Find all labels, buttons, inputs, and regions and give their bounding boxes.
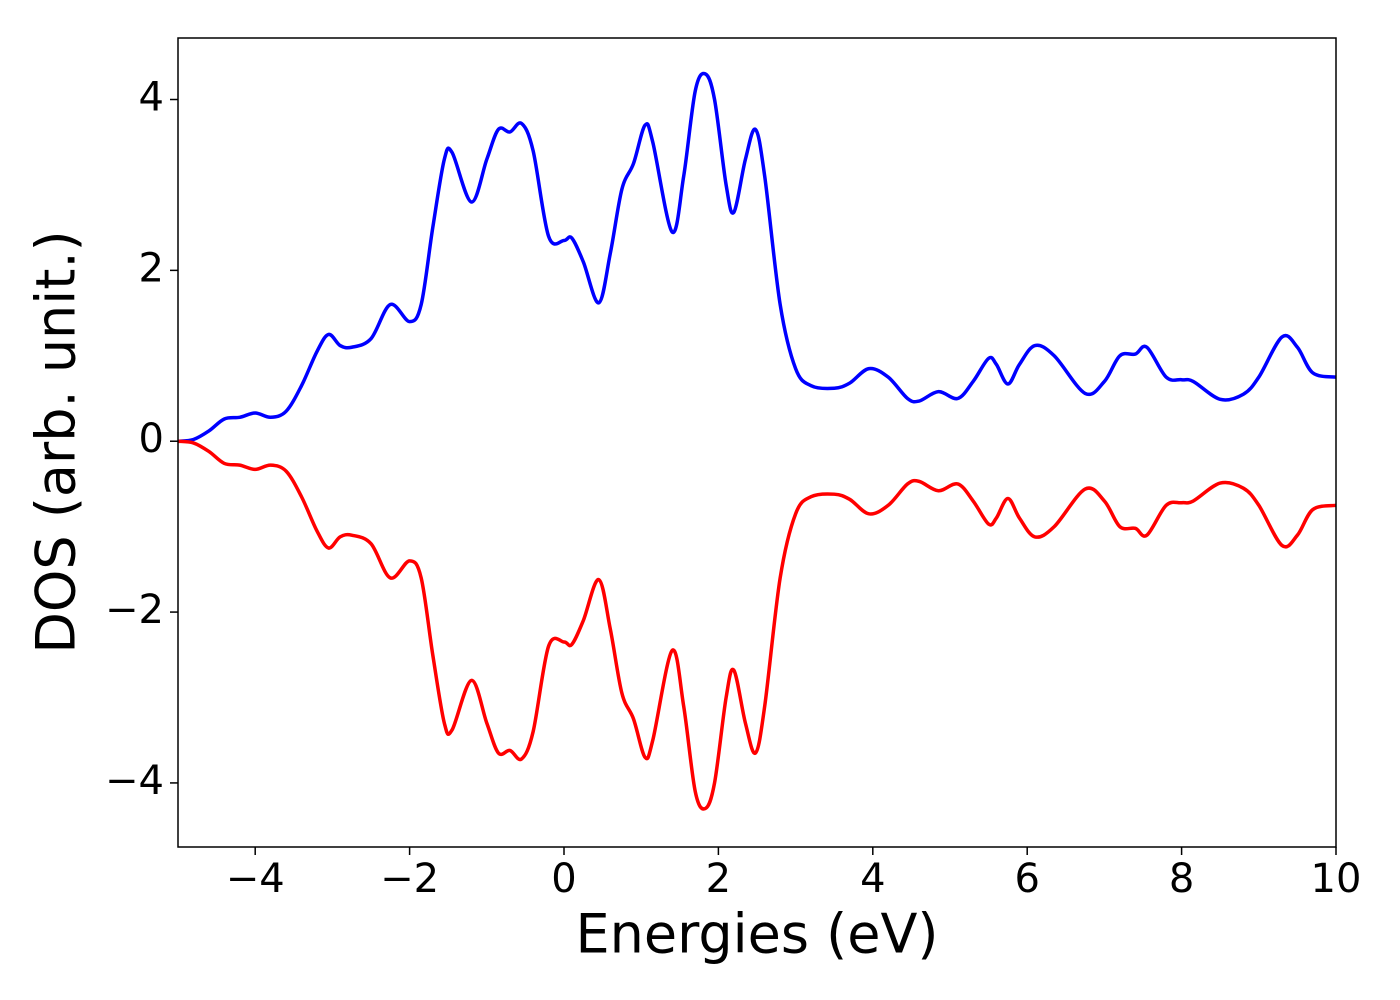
x-tick-label: −4 bbox=[226, 856, 285, 902]
y-tick-label: 4 bbox=[139, 75, 164, 121]
x-tick-label: 2 bbox=[706, 856, 731, 902]
y-tick-label: 2 bbox=[139, 245, 164, 291]
x-tick-label: −2 bbox=[380, 856, 439, 902]
x-tick-label: 0 bbox=[551, 856, 576, 902]
line-series bbox=[178, 71, 1336, 443]
x-axis-label: Energies (eV) bbox=[576, 903, 939, 966]
x-tick-label: 8 bbox=[1169, 856, 1194, 902]
line-series bbox=[178, 439, 1336, 811]
x-tick-label: 10 bbox=[1311, 856, 1362, 902]
x-tick-label: 6 bbox=[1014, 856, 1039, 902]
x-tick-label: 4 bbox=[860, 856, 885, 902]
y-tick-label: 0 bbox=[139, 416, 164, 462]
plot-frame bbox=[177, 37, 1337, 848]
y-tick-label: −2 bbox=[105, 587, 164, 633]
y-axis-label: DOS (arb. unit.) bbox=[25, 230, 88, 653]
y-tick-label: −4 bbox=[105, 758, 164, 804]
